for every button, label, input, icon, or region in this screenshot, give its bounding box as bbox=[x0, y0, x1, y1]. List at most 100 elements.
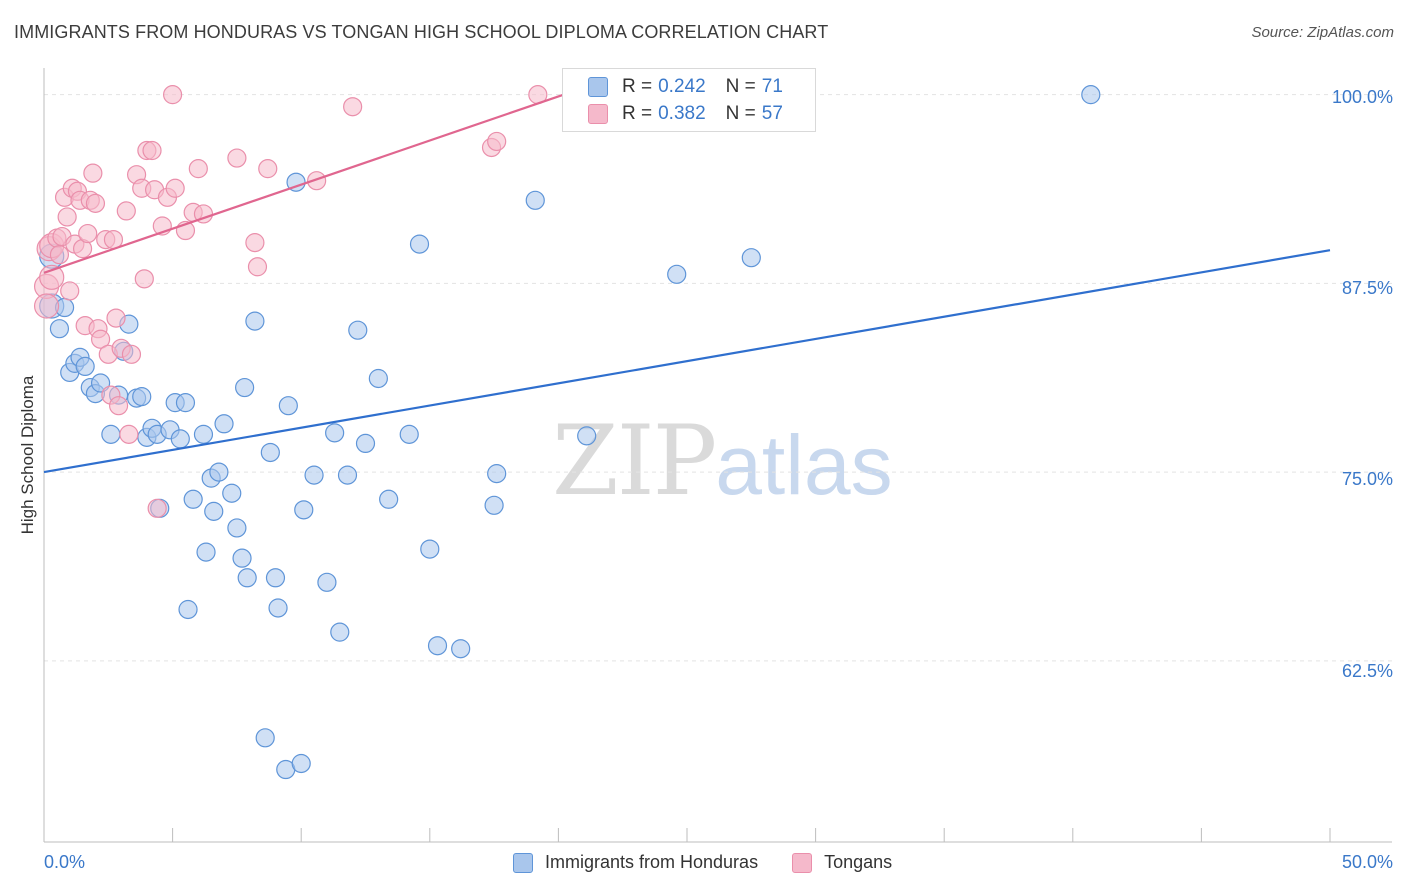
point-honduras-11 bbox=[101, 424, 121, 444]
watermark: ZIPatlas bbox=[552, 405, 893, 517]
point-honduras-62 bbox=[484, 495, 504, 515]
bottom-legend-item-honduras: Immigrants from Honduras bbox=[513, 852, 758, 873]
point-honduras-50 bbox=[325, 423, 345, 443]
legend-row-tongans: R = 0.382 N = 57 bbox=[588, 101, 783, 127]
point-tongans-20 bbox=[85, 193, 106, 213]
point-honduras-48 bbox=[304, 465, 324, 485]
point-honduras-7 bbox=[75, 356, 95, 377]
legend-r-value: 0.242 bbox=[658, 76, 706, 97]
point-honduras-55 bbox=[368, 368, 388, 389]
point-honduras-38 bbox=[245, 311, 265, 331]
point-tongans-37 bbox=[142, 140, 162, 161]
point-honduras-53 bbox=[348, 320, 368, 340]
y-tick-label-62-5: 62.5% bbox=[1341, 661, 1393, 681]
point-honduras-64 bbox=[525, 190, 545, 210]
point-honduras-61 bbox=[451, 639, 471, 659]
point-honduras-32 bbox=[214, 414, 234, 434]
bottom-legend-swatch-honduras bbox=[513, 852, 533, 873]
source-credit: Source: ZipAtlas.com bbox=[1251, 24, 1394, 41]
bottom-legend-swatch-tongans bbox=[792, 852, 813, 873]
point-honduras-31 bbox=[209, 462, 229, 482]
legend-n-value: 71 bbox=[761, 76, 783, 97]
legend-n-value: 57 bbox=[761, 103, 783, 124]
y-tick-label-100: 100.0% bbox=[1331, 87, 1393, 107]
point-tongans-1 bbox=[33, 293, 60, 319]
legend-r-value: 0.382 bbox=[658, 103, 706, 124]
x-tick-label-min: 0.0% bbox=[44, 852, 86, 872]
point-tongans-32 bbox=[121, 344, 142, 364]
point-tongans-48 bbox=[227, 148, 247, 168]
point-tongans-43 bbox=[165, 178, 185, 198]
point-honduras-63 bbox=[487, 464, 507, 484]
point-tongans-42 bbox=[163, 85, 183, 105]
point-honduras-30 bbox=[204, 501, 224, 521]
legend-box: R = 0.242 N = 71 R = 0.382 N = 57 bbox=[562, 68, 816, 132]
point-honduras-39 bbox=[255, 728, 275, 748]
point-tongans-9 bbox=[57, 207, 77, 227]
legend-n-label: N = bbox=[725, 76, 756, 97]
point-honduras-60 bbox=[427, 636, 448, 656]
bottom-legend-label-honduras: Immigrants from Honduras bbox=[545, 852, 759, 872]
point-honduras-54 bbox=[355, 433, 376, 454]
point-tongans-30 bbox=[116, 201, 136, 221]
point-tongans-50 bbox=[247, 257, 268, 277]
point-honduras-69 bbox=[741, 248, 761, 268]
point-honduras-42 bbox=[268, 598, 288, 618]
point-tongans-31 bbox=[119, 424, 139, 444]
legend-n-label: N = bbox=[725, 103, 756, 124]
point-honduras-46 bbox=[291, 753, 311, 774]
point-tongans-3 bbox=[39, 264, 65, 290]
point-tongans-39 bbox=[147, 498, 167, 518]
point-tongans-53 bbox=[343, 97, 363, 117]
point-tongans-27 bbox=[106, 308, 126, 328]
point-honduras-49 bbox=[317, 572, 337, 592]
point-honduras-65 bbox=[577, 426, 597, 446]
point-tongans-49 bbox=[245, 233, 265, 253]
legend-row-honduras: R = 0.242 N = 71 bbox=[588, 74, 783, 100]
point-honduras-51 bbox=[330, 622, 350, 642]
point-tongans-17 bbox=[78, 223, 98, 244]
point-tongans-19 bbox=[83, 163, 103, 183]
point-tongans-51 bbox=[258, 159, 278, 179]
chart-title: IMMIGRANTS FROM HONDURAS VS TONGAN HIGH … bbox=[14, 22, 829, 42]
legend-r-label: R = bbox=[622, 76, 653, 97]
bottom-legend: Immigrants from Honduras Tongans bbox=[513, 852, 926, 873]
point-honduras-23 bbox=[170, 429, 190, 449]
legend-r-label: R = bbox=[622, 103, 653, 124]
point-honduras-26 bbox=[183, 489, 203, 509]
y-tick-label-75: 75.0% bbox=[1341, 469, 1393, 489]
trend-line-tongans bbox=[43, 93, 564, 274]
point-tongans-55 bbox=[487, 131, 507, 152]
point-honduras-40 bbox=[260, 442, 280, 463]
point-honduras-44 bbox=[278, 396, 298, 416]
x-tick-label-max: 50.0% bbox=[1341, 852, 1393, 872]
point-honduras-24 bbox=[175, 393, 196, 413]
point-honduras-2 bbox=[49, 319, 70, 339]
point-honduras-59 bbox=[420, 539, 440, 559]
bottom-legend-item-tongans: Tongans bbox=[792, 852, 892, 873]
point-tongans-46 bbox=[188, 159, 208, 179]
point-honduras-57 bbox=[399, 424, 419, 444]
point-honduras-56 bbox=[379, 489, 399, 509]
point-tongans-52 bbox=[307, 171, 327, 191]
trend-line-honduras bbox=[43, 249, 1331, 474]
point-honduras-52 bbox=[337, 465, 358, 485]
y-tick-label-87-5: 87.5% bbox=[1341, 278, 1393, 298]
point-honduras-27 bbox=[193, 424, 214, 444]
point-honduras-41 bbox=[265, 568, 286, 588]
point-honduras-33 bbox=[222, 483, 242, 503]
bottom-legend-label-tongans: Tongans bbox=[824, 852, 893, 872]
point-honduras-34 bbox=[227, 518, 247, 538]
watermark-atlas: atlas bbox=[715, 418, 893, 512]
point-tongans-10 bbox=[60, 281, 80, 301]
point-tongans-6 bbox=[49, 245, 70, 265]
point-honduras-70 bbox=[1081, 85, 1101, 105]
point-honduras-36 bbox=[235, 377, 255, 398]
point-honduras-16 bbox=[132, 387, 152, 407]
point-honduras-67 bbox=[667, 264, 687, 284]
point-honduras-28 bbox=[196, 542, 216, 562]
point-honduras-25 bbox=[178, 599, 198, 620]
point-honduras-35 bbox=[232, 548, 252, 568]
point-tongans-22 bbox=[90, 329, 111, 349]
point-tongans-35 bbox=[134, 269, 154, 289]
